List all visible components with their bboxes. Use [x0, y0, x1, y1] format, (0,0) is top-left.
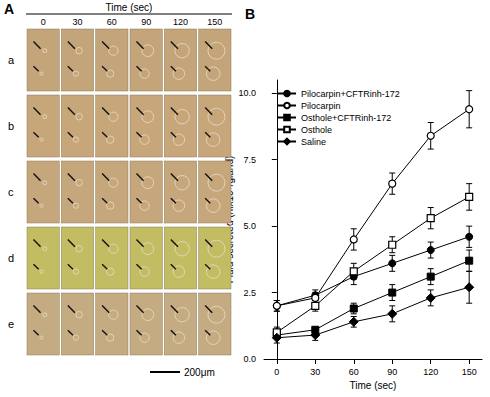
- svg-text:7.5: 7.5: [243, 155, 256, 165]
- svg-text:0.0: 0.0: [243, 354, 256, 364]
- svg-text:120: 120: [173, 17, 188, 27]
- svg-text:Time (sec): Time (sec): [350, 380, 397, 391]
- svg-text:a: a: [8, 54, 15, 66]
- svg-text:90: 90: [387, 367, 397, 377]
- svg-text:Osthole: Osthole: [301, 125, 332, 135]
- svg-text:e: e: [8, 318, 14, 330]
- svg-text:b: b: [8, 120, 14, 132]
- svg-text:60: 60: [349, 367, 359, 377]
- svg-text:A: A: [4, 1, 14, 17]
- svg-text:Pilocarpin: Pilocarpin: [301, 101, 341, 111]
- svg-text:d: d: [8, 252, 14, 264]
- svg-text:Osthole+CFTRinh-172: Osthole+CFTRinh-172: [301, 113, 391, 123]
- svg-text:150: 150: [462, 367, 477, 377]
- svg-text:90: 90: [141, 17, 151, 27]
- svg-text:B: B: [245, 6, 255, 22]
- svg-text:30: 30: [310, 367, 320, 377]
- svg-text:c: c: [8, 186, 14, 198]
- svg-text:Time (sec): Time (sec): [106, 2, 153, 13]
- svg-text:Saline: Saline: [301, 137, 326, 147]
- svg-text:10.0: 10.0: [238, 88, 256, 98]
- svg-text:200μm: 200μm: [184, 367, 215, 378]
- svg-text:0: 0: [274, 367, 279, 377]
- svg-text:2.5: 2.5: [243, 288, 256, 298]
- svg-text:120: 120: [423, 367, 438, 377]
- svg-text:30: 30: [72, 17, 82, 27]
- svg-text:0: 0: [41, 17, 46, 27]
- svg-text:Pilocarpin+CFTRinh-172: Pilocarpin+CFTRinh-172: [301, 89, 400, 99]
- svg-text:60: 60: [107, 17, 117, 27]
- svg-text:5.0: 5.0: [243, 221, 256, 231]
- svg-text:150: 150: [207, 17, 222, 27]
